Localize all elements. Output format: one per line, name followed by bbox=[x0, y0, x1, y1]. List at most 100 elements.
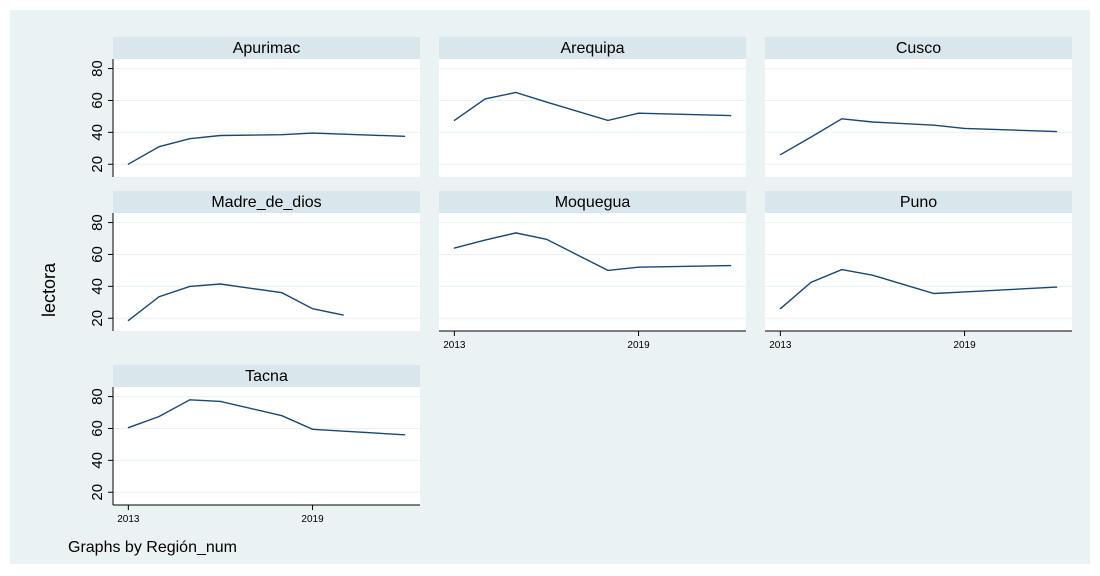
y-tick-label-80: 80 bbox=[89, 388, 106, 405]
data-point bbox=[933, 292, 935, 295]
plot-area bbox=[113, 59, 420, 177]
panel-title: Madre_de_dios bbox=[211, 194, 321, 211]
x-tick-label-2013: 2013 bbox=[443, 340, 466, 351]
data-point bbox=[189, 138, 191, 140]
y-tick-label-20: 20 bbox=[89, 310, 106, 327]
y-tick-label-20: 20 bbox=[89, 156, 106, 173]
panel-cusco: Cusco bbox=[765, 37, 1072, 177]
panel-strip bbox=[439, 37, 746, 59]
y-tick-label-60: 60 bbox=[89, 420, 106, 437]
data-point bbox=[963, 291, 966, 293]
panel-title: Arequipa bbox=[560, 40, 624, 57]
data-point bbox=[311, 308, 314, 310]
data-point bbox=[311, 428, 314, 430]
data-point bbox=[779, 154, 781, 156]
data-point bbox=[730, 115, 732, 117]
panel-moquegua: Moquegua 2013 2019 bbox=[439, 191, 746, 351]
data-point bbox=[515, 91, 517, 94]
panels-layer: Apurimac 20 40 60 80 Arequipa Cusco Madre_de_di… bbox=[89, 37, 1072, 525]
data-point bbox=[127, 320, 129, 322]
panel-apurimac: Apurimac 20 40 60 80 bbox=[89, 37, 420, 177]
data-point bbox=[127, 427, 129, 429]
data-point bbox=[841, 269, 843, 271]
panel-title: Cusco bbox=[896, 40, 941, 57]
data-point bbox=[404, 135, 406, 137]
x-tick-label-2013: 2013 bbox=[769, 340, 792, 351]
y-tick-label-60: 60 bbox=[89, 92, 106, 109]
panel-title: Moquegua bbox=[555, 194, 631, 211]
data-point bbox=[545, 238, 548, 240]
y-tick-label-40: 40 bbox=[89, 124, 106, 141]
x-tick-label-2019: 2019 bbox=[301, 514, 324, 525]
data-point bbox=[281, 134, 283, 136]
plot-area bbox=[439, 213, 746, 331]
data-point bbox=[810, 281, 812, 283]
y-tick-label-80: 80 bbox=[89, 60, 106, 77]
data-point bbox=[933, 124, 935, 126]
data-point bbox=[730, 265, 732, 267]
panel-strip bbox=[113, 365, 420, 387]
data-point bbox=[963, 127, 966, 129]
note-label: Graphs by Región_num bbox=[68, 539, 237, 556]
y-tick-label-40: 40 bbox=[89, 452, 106, 469]
data-point bbox=[871, 274, 874, 276]
data-point bbox=[515, 232, 517, 234]
data-point bbox=[404, 434, 406, 436]
data-point bbox=[158, 146, 160, 148]
plot-area bbox=[113, 387, 420, 505]
panel-tacna: Tacna 20 40 60 80 2013 2019 bbox=[89, 365, 420, 525]
data-point bbox=[871, 121, 874, 123]
y-tick-label-60: 60 bbox=[89, 246, 106, 263]
x-tick-label-2013: 2013 bbox=[117, 514, 140, 525]
data-point bbox=[545, 101, 548, 103]
data-point bbox=[841, 118, 843, 120]
panel-strip bbox=[113, 191, 420, 213]
data-point bbox=[189, 399, 191, 401]
data-point bbox=[219, 283, 222, 285]
plot-area bbox=[765, 213, 1072, 331]
panel-title: Puno bbox=[900, 194, 937, 211]
data-point bbox=[342, 314, 344, 316]
panel-strip bbox=[439, 191, 746, 213]
data-point bbox=[484, 98, 486, 100]
data-point bbox=[158, 296, 160, 298]
data-point bbox=[189, 285, 191, 287]
plot-area bbox=[113, 213, 420, 331]
panel-arequipa: Arequipa bbox=[439, 37, 746, 177]
x-tick-label-2019: 2019 bbox=[627, 340, 650, 351]
y-tick-label-80: 80 bbox=[89, 214, 106, 231]
data-point bbox=[453, 247, 455, 249]
data-point bbox=[637, 266, 640, 268]
data-point bbox=[281, 415, 283, 417]
data-point bbox=[158, 415, 160, 418]
data-point bbox=[281, 292, 283, 294]
data-point bbox=[607, 119, 609, 121]
y-axis-label: lectora bbox=[39, 262, 59, 317]
data-point bbox=[453, 119, 455, 121]
data-point bbox=[810, 136, 812, 138]
data-point bbox=[311, 132, 314, 134]
data-point bbox=[607, 269, 609, 272]
panel-title: Apurimac bbox=[233, 40, 301, 57]
plot-area bbox=[765, 59, 1072, 177]
panel-title: Tacna bbox=[245, 368, 288, 385]
plot-area bbox=[439, 59, 746, 177]
panel-puno: Puno 2013 2019 bbox=[765, 191, 1072, 351]
x-tick-label-2019: 2019 bbox=[953, 340, 976, 351]
y-tick-label-20: 20 bbox=[89, 484, 106, 501]
data-point bbox=[1056, 130, 1058, 133]
panel-madre-de-dios: Madre_de_dios 20 40 60 80 bbox=[89, 191, 420, 331]
y-tick-label-40: 40 bbox=[89, 278, 106, 295]
data-point bbox=[1056, 286, 1058, 288]
data-point bbox=[484, 239, 486, 241]
panel-strip bbox=[765, 191, 1072, 213]
data-point bbox=[637, 112, 640, 114]
panel-strip bbox=[765, 37, 1072, 59]
data-point bbox=[219, 134, 222, 137]
panel-strip bbox=[113, 37, 420, 59]
data-point bbox=[779, 308, 781, 310]
data-point bbox=[219, 400, 222, 402]
data-point bbox=[127, 163, 129, 165]
